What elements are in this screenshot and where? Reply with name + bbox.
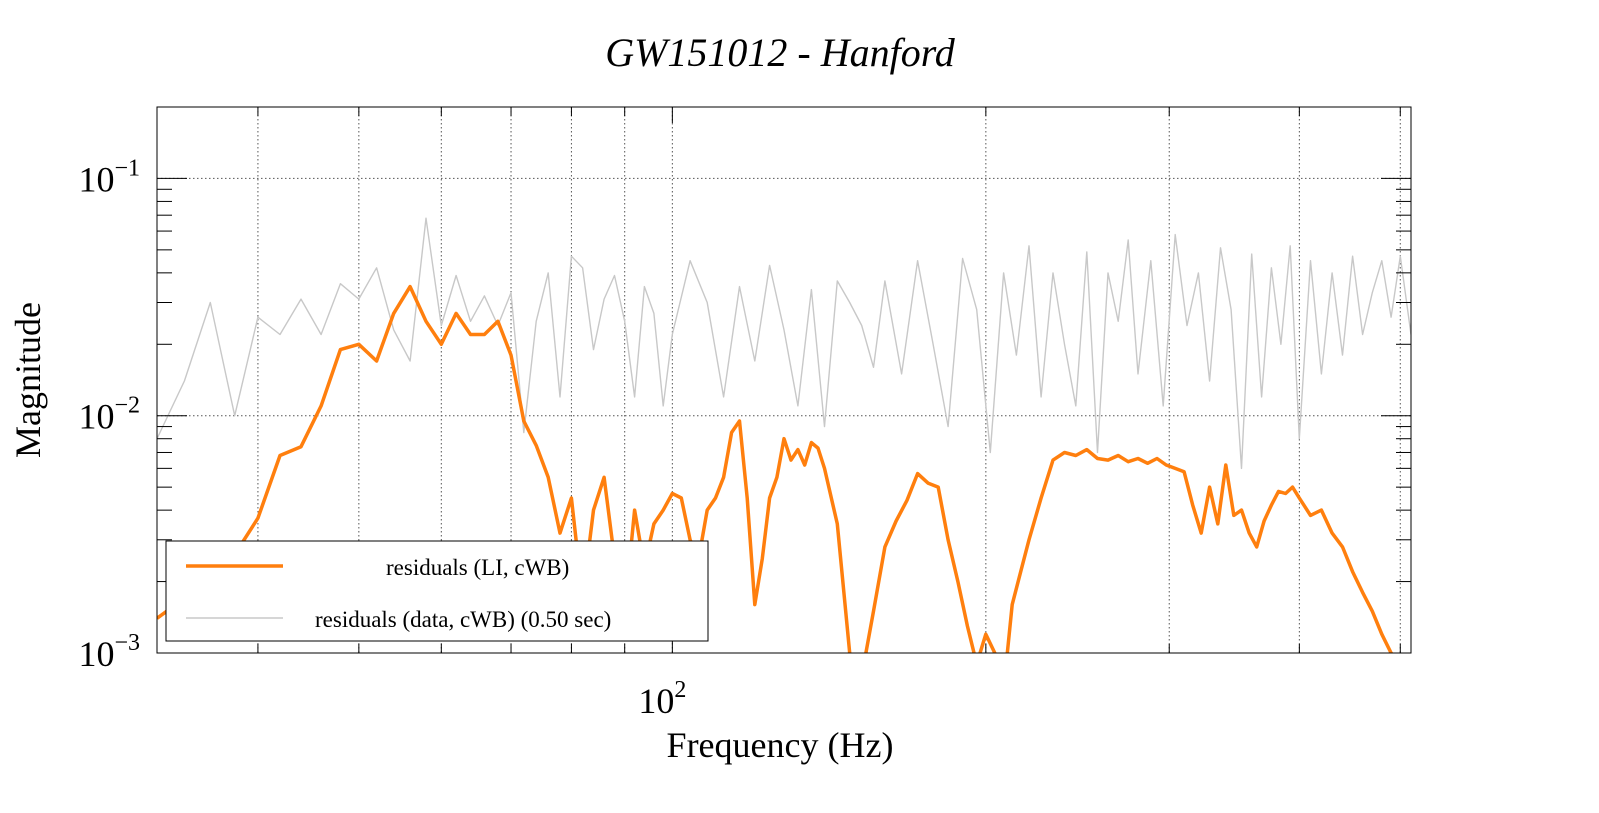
plot-series — [157, 217, 1411, 653]
y-tick-label: 10−1 — [78, 155, 140, 199]
legend: residuals (LI, cWB) residuals (data, cWB… — [165, 540, 709, 642]
chart-title: GW151012 - Hanford — [605, 30, 956, 75]
x-axis-label: Frequency (Hz) — [667, 725, 894, 765]
y-tick-label: 10−3 — [78, 630, 140, 674]
grid — [157, 107, 1411, 653]
series-line-data-residuals — [157, 217, 1411, 470]
x-tick-label: 102 — [638, 677, 686, 721]
legend-box — [165, 540, 709, 642]
series-line-li-residuals — [157, 284, 1394, 653]
legend-label-data: residuals (data, cWB) (0.50 sec) — [315, 607, 611, 632]
legend-label-li: residuals (LI, cWB) — [386, 555, 569, 580]
y-axis-label: Magnitude — [8, 302, 48, 458]
plot-frame — [156, 106, 1412, 654]
y-tick-label: 10−2 — [78, 393, 140, 437]
axis-ticks: 10−1 10−2 10−3 102 — [78, 106, 1411, 721]
